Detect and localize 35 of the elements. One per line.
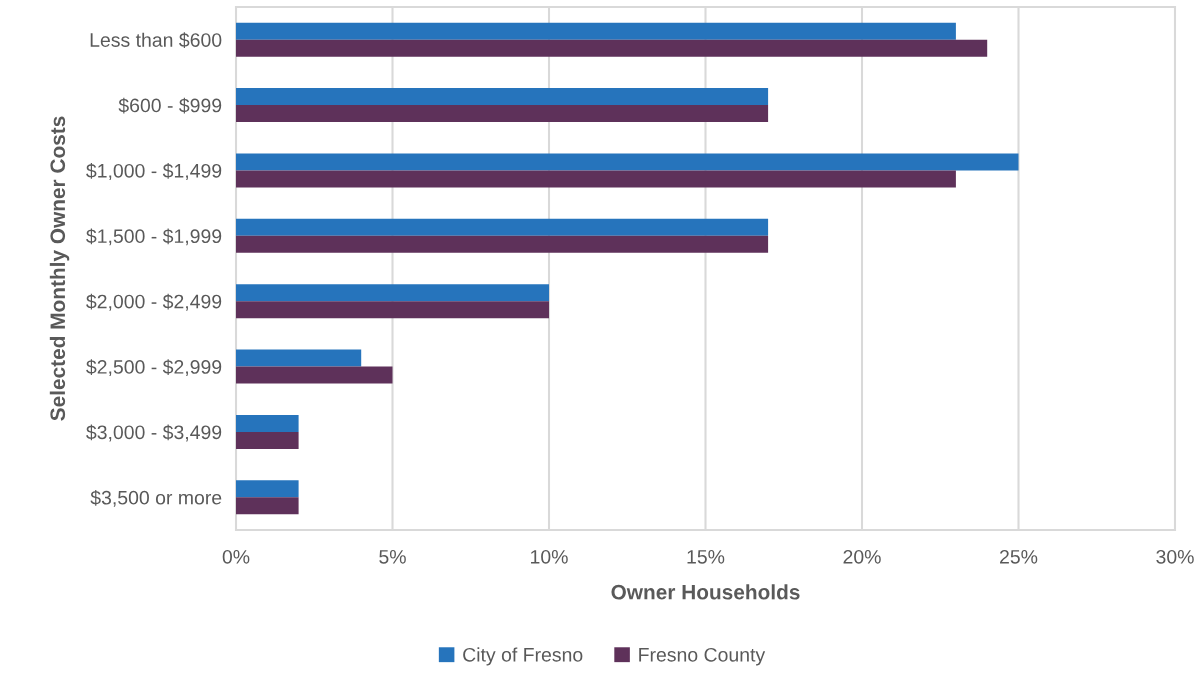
bar [236,414,299,432]
y-axis-title: Selected Monthly Owner Costs [49,116,70,421]
legend-label: City of Fresno [463,647,583,666]
bar [236,170,956,188]
y-tick-label: $2,000 - $2,499 [86,293,222,311]
bar [236,284,549,302]
y-tick-label: $1,500 - $1,999 [86,228,222,246]
x-tick-label: 25% [1000,549,1038,564]
bar [236,480,299,498]
legend-label: Fresno County [639,647,766,666]
x-tick-label: 30% [1156,549,1194,564]
x-tick-label: 0% [222,549,250,564]
x-axis-title: Owner Households [611,584,800,600]
bar [236,22,956,40]
bar [236,153,1019,171]
bar [236,218,769,236]
bar [236,88,769,106]
y-tick-label: $1,000 - $1,499 [86,163,222,180]
y-tick-label: Less than $600 [90,32,222,49]
bar [236,497,299,515]
bar [236,235,769,253]
x-tick-label: 10% [531,549,568,564]
bar [236,349,362,367]
x-tick-label: 20% [843,549,881,564]
y-tick-label: $600 - $999 [118,97,222,114]
bar [236,301,549,319]
x-tick-label: 15% [687,550,725,564]
y-tick-label: $3,500 or more [90,489,222,507]
y-tick-label: $2,500 - $2,999 [86,359,222,377]
bar [236,431,299,449]
x-tick-label: 5% [379,550,406,564]
bar [236,105,769,123]
bar [236,366,393,384]
bar [236,39,988,57]
y-tick-label: $3,000 - $3,499 [86,424,222,442]
